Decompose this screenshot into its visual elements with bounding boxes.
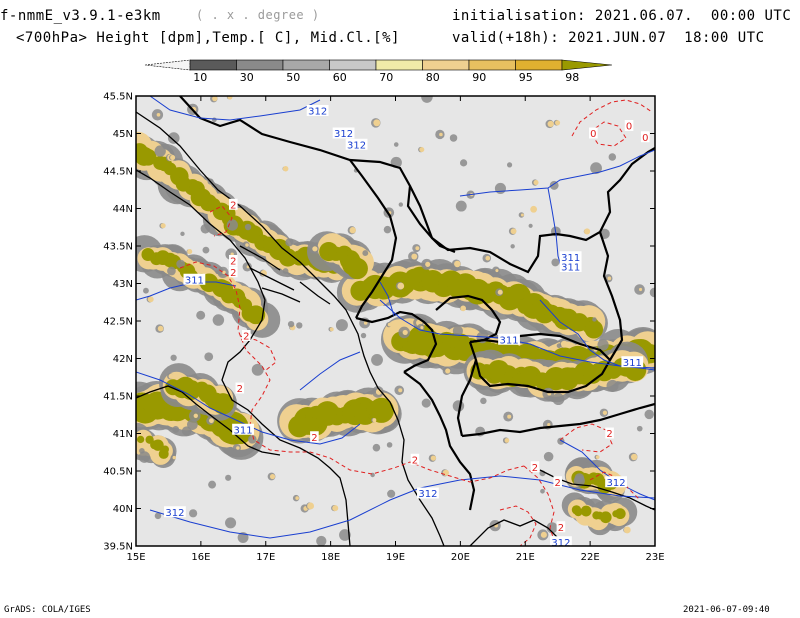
colorbar-swatch	[561, 59, 613, 71]
contour-label: 311	[623, 358, 642, 369]
lon-label: 23E	[645, 552, 664, 560]
fields-line: <700hPa> Height [dpm],Temp.[ C], Mid.Cl.…	[16, 30, 400, 46]
border-albania	[403, 371, 476, 511]
coastline-italy-east	[136, 169, 351, 546]
colorbar-label: 70	[379, 71, 393, 84]
lat-label: 45N	[113, 129, 133, 140]
contour-label: 312	[347, 140, 366, 151]
lat-label: 44.5N	[103, 167, 133, 178]
footer-timestamp: 2021-06-07-09:40	[683, 605, 770, 615]
footer-grads: GrADS: COLA/IGES	[4, 605, 91, 615]
colorbar-label: 90	[472, 71, 486, 84]
coastline-italy-west	[136, 385, 281, 456]
lat-label: 41N	[113, 429, 133, 440]
contour-label: 2	[606, 429, 612, 440]
lat-label: 43N	[113, 279, 133, 290]
lat-label: 42N	[113, 354, 133, 365]
initialisation-line: initialisation: 2021.06.07. 00:00 UTC	[452, 8, 792, 24]
contour-label: 312	[607, 478, 626, 489]
lon-label: 21E	[516, 552, 535, 560]
colorbar-label: 60	[333, 71, 347, 84]
border-north-macedonia	[468, 332, 612, 394]
lon-label: 22E	[581, 552, 600, 560]
axis-ticks	[135, 95, 656, 547]
lon-label: 20E	[451, 552, 470, 560]
lat-label: 40.5N	[103, 467, 133, 478]
weather-map: 312312312311311311311311311312312312312 …	[103, 92, 664, 561]
border-albania-east	[456, 359, 478, 437]
coastline-islands	[239, 245, 331, 305]
contour-label: 0	[626, 122, 632, 133]
lat-label: 40N	[113, 504, 133, 515]
lat-label: 44N	[113, 204, 133, 215]
lon-label: 15E	[126, 552, 145, 560]
border-north	[179, 96, 456, 254]
border-montenegro	[355, 310, 438, 373]
contour-label: 0	[590, 129, 596, 140]
colorbar-label: 10	[193, 71, 207, 84]
lat-label: 42.5N	[103, 317, 133, 328]
contour-label: 2	[558, 523, 564, 534]
colorbar-label: 98	[565, 71, 579, 84]
colorbar-label: 80	[426, 71, 440, 84]
model-units: ( . x . degree )	[196, 8, 320, 22]
contour-label: 2	[412, 455, 418, 466]
contour-label: 311	[499, 335, 518, 346]
contour-label: 0	[642, 133, 648, 144]
contour-label: 312	[418, 489, 437, 500]
contour-label: 312	[551, 538, 570, 549]
contour-label: 2	[230, 257, 236, 268]
lat-label: 39.5N	[103, 542, 133, 553]
lon-label: 16E	[191, 552, 210, 560]
cloud-cover-layer	[136, 96, 655, 546]
contour-label: 311	[561, 263, 580, 274]
contour-label: 312	[308, 107, 327, 118]
lon-label: 19E	[386, 552, 405, 560]
contour-label: 2	[230, 200, 236, 211]
lon-label: 17E	[256, 552, 275, 560]
lat-label: 41.5N	[103, 392, 133, 403]
colorbar-label: 95	[519, 71, 533, 84]
contour-label: 2	[243, 332, 249, 343]
valid-time-line: valid(+18h): 2021.JUN.07 18:00 UTC	[452, 30, 765, 46]
colorbar: 10 30 50 60 70 80 90 95 98	[144, 59, 613, 84]
coastline-greece-south	[469, 519, 561, 546]
border-bulgaria	[598, 231, 624, 361]
contour-label: 311	[233, 425, 252, 436]
contour-label: 2	[237, 384, 243, 395]
country-borders	[179, 96, 655, 511]
colorbar-label: 30	[240, 71, 254, 84]
lat-label: 43.5N	[103, 242, 133, 253]
lon-label: 18E	[321, 552, 340, 560]
contour-label: 2	[532, 463, 538, 474]
latitude-labels: 45.5N 45N 44.5N 44N 43.5N 43N 42.5N 42N 41.5N 41N…	[103, 92, 133, 553]
contour-label: 2	[311, 433, 317, 444]
model-title: f-nmmE_v3.9.1-e3km	[0, 8, 161, 24]
border-bosnia	[349, 159, 398, 319]
contour-label: 311	[185, 275, 204, 286]
border-greece-north	[461, 402, 655, 438]
contour-label: 311	[561, 253, 580, 264]
contour-label: 312	[165, 508, 184, 519]
colorbar-label: 50	[286, 71, 300, 84]
colorbar-low-arrow	[144, 59, 191, 71]
contour-label: 312	[334, 129, 353, 140]
longitude-labels: 15E 16E 17E 18E 19E 20E 21E 22E 23E	[126, 552, 664, 560]
contour-label: 2	[230, 268, 236, 279]
lat-label: 45.5N	[103, 92, 133, 103]
border-serbia	[409, 147, 655, 274]
coastlines	[136, 111, 655, 546]
contour-label: 2	[555, 478, 561, 489]
coastline-balkan	[136, 111, 445, 546]
border-kosovo	[435, 294, 502, 344]
rivers	[379, 149, 655, 501]
